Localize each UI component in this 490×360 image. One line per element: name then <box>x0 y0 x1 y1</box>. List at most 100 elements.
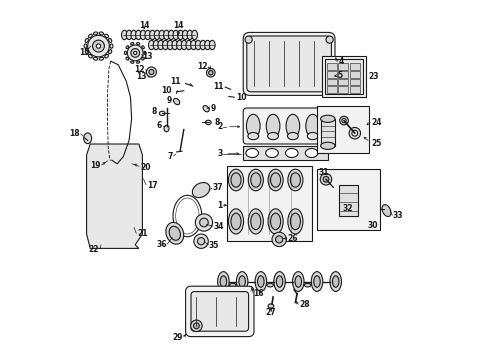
Ellipse shape <box>131 42 134 45</box>
Text: 8: 8 <box>214 118 220 127</box>
FancyBboxPatch shape <box>243 32 335 95</box>
Ellipse shape <box>140 30 146 40</box>
Bar <box>338 79 348 85</box>
Ellipse shape <box>187 30 193 40</box>
Ellipse shape <box>137 61 140 63</box>
Ellipse shape <box>142 46 145 49</box>
Ellipse shape <box>251 173 261 187</box>
Ellipse shape <box>164 30 170 40</box>
Text: 24: 24 <box>371 118 382 127</box>
Text: 15: 15 <box>79 48 90 57</box>
Ellipse shape <box>268 132 278 140</box>
Circle shape <box>112 224 119 230</box>
Ellipse shape <box>276 276 283 287</box>
Ellipse shape <box>255 271 267 292</box>
Text: 20: 20 <box>140 163 150 171</box>
Ellipse shape <box>145 30 151 40</box>
Ellipse shape <box>137 42 140 45</box>
Circle shape <box>349 127 361 139</box>
Ellipse shape <box>84 133 92 144</box>
Ellipse shape <box>228 169 244 191</box>
Bar <box>243 146 328 160</box>
Circle shape <box>323 176 329 182</box>
Circle shape <box>104 182 116 193</box>
Circle shape <box>149 69 154 75</box>
Bar <box>339 185 358 216</box>
Text: 9: 9 <box>211 104 216 113</box>
Ellipse shape <box>126 30 132 40</box>
Circle shape <box>131 49 140 57</box>
Bar <box>349 86 360 93</box>
Ellipse shape <box>286 148 298 157</box>
Ellipse shape <box>196 40 201 50</box>
Ellipse shape <box>158 40 164 50</box>
Ellipse shape <box>191 40 196 50</box>
Ellipse shape <box>131 30 137 40</box>
Ellipse shape <box>149 30 155 40</box>
Ellipse shape <box>266 148 278 157</box>
Ellipse shape <box>246 148 259 157</box>
Ellipse shape <box>182 30 188 40</box>
Circle shape <box>194 323 199 329</box>
Text: 13: 13 <box>143 52 153 61</box>
Ellipse shape <box>89 54 92 58</box>
Ellipse shape <box>239 276 245 287</box>
Ellipse shape <box>291 173 300 187</box>
Ellipse shape <box>167 40 173 50</box>
Circle shape <box>191 320 202 332</box>
Text: 21: 21 <box>137 230 147 239</box>
Ellipse shape <box>307 132 318 140</box>
Text: 7: 7 <box>168 152 173 161</box>
Ellipse shape <box>105 34 108 38</box>
Circle shape <box>245 36 252 43</box>
Ellipse shape <box>85 39 88 42</box>
Circle shape <box>93 40 104 52</box>
Ellipse shape <box>110 44 113 48</box>
Text: 6: 6 <box>157 122 162 130</box>
Text: 1: 1 <box>218 201 222 210</box>
Ellipse shape <box>268 169 283 191</box>
Ellipse shape <box>251 213 261 230</box>
FancyBboxPatch shape <box>247 36 331 92</box>
Ellipse shape <box>176 40 182 50</box>
Text: 9: 9 <box>166 95 172 104</box>
Circle shape <box>196 214 213 231</box>
Circle shape <box>109 220 122 233</box>
Ellipse shape <box>305 148 318 157</box>
Text: 18: 18 <box>70 129 80 138</box>
Ellipse shape <box>320 115 335 122</box>
Ellipse shape <box>268 304 274 308</box>
Text: 16: 16 <box>253 289 264 297</box>
Circle shape <box>197 238 205 245</box>
Text: 5: 5 <box>337 71 343 80</box>
Ellipse shape <box>122 30 127 40</box>
Bar <box>338 71 348 77</box>
Circle shape <box>342 118 346 123</box>
Circle shape <box>352 130 358 136</box>
Ellipse shape <box>131 61 134 63</box>
Circle shape <box>107 185 113 190</box>
Ellipse shape <box>286 114 300 138</box>
Bar <box>349 79 360 85</box>
Circle shape <box>97 44 100 48</box>
Ellipse shape <box>270 173 281 187</box>
Ellipse shape <box>89 34 92 38</box>
Circle shape <box>199 218 208 227</box>
Bar <box>349 63 360 70</box>
Circle shape <box>127 45 143 61</box>
Circle shape <box>206 68 215 77</box>
Ellipse shape <box>288 132 298 140</box>
Ellipse shape <box>173 98 180 105</box>
Bar <box>322 56 366 97</box>
Ellipse shape <box>209 40 215 50</box>
Ellipse shape <box>246 114 260 138</box>
Text: 22: 22 <box>89 245 99 253</box>
Ellipse shape <box>186 40 192 50</box>
FancyBboxPatch shape <box>243 108 328 144</box>
Text: 8: 8 <box>152 107 157 116</box>
Bar <box>320 119 335 146</box>
Ellipse shape <box>231 173 241 187</box>
Bar <box>338 86 348 93</box>
Ellipse shape <box>306 114 319 138</box>
Bar <box>327 79 337 85</box>
